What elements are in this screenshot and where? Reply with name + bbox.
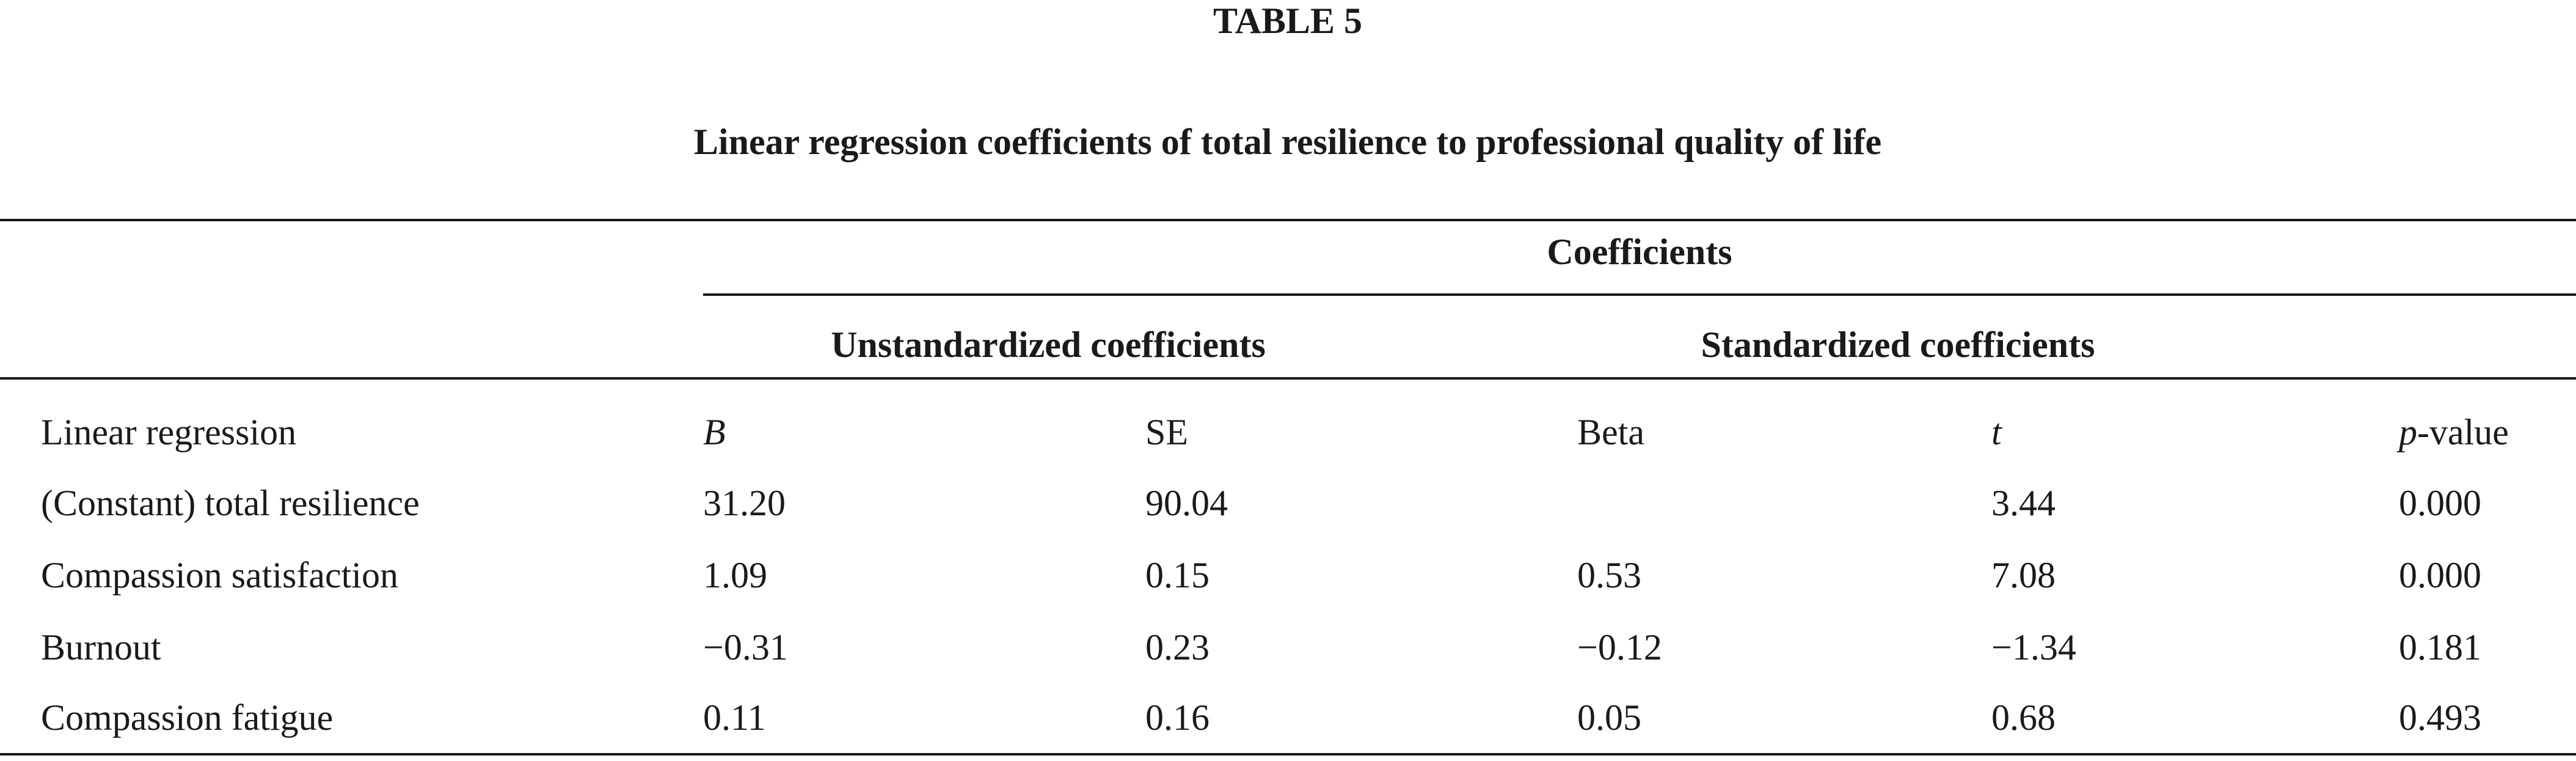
table-cell: 0.23: [1145, 627, 1210, 667]
table-title: Linear regression coefficients of total …: [694, 122, 1881, 162]
row-label: (Constant) total resilience: [41, 483, 420, 523]
table-cell: −1.34: [1991, 627, 2076, 667]
table-cell: 7.08: [1991, 555, 2056, 595]
table-cell: 0.181: [2399, 627, 2481, 667]
row-label: Burnout: [41, 627, 161, 667]
table-cell: 0.16: [1145, 697, 1210, 738]
table-cell: 1.09: [703, 555, 767, 595]
table-cell: −0.12: [1577, 627, 1662, 667]
column-header: B: [703, 412, 726, 452]
column-header: SE: [1145, 412, 1188, 452]
table-cell: 0.05: [1577, 697, 1641, 738]
sub-header: Unstandardized coefficients: [831, 325, 1266, 365]
column-header: t: [1991, 412, 2002, 452]
row-label: Compassion satisfaction: [41, 555, 398, 595]
table-cell: 90.04: [1145, 483, 1228, 523]
table-cell: 0.68: [1991, 697, 2056, 738]
column-header-italic: p: [2396, 412, 2417, 452]
column-header-italic: B: [703, 412, 726, 452]
column-header: Linear regression: [41, 412, 296, 452]
column-header-rest: -value: [2417, 412, 2509, 452]
table-cell: 0.53: [1577, 555, 1641, 595]
table-cell: 31.20: [703, 483, 786, 523]
sub-header: Standardized coefficients: [1701, 325, 2095, 365]
table-cell: 0.493: [2399, 697, 2481, 738]
table-label: TABLE 5: [1213, 1, 1362, 41]
row-label: Compassion fatigue: [41, 697, 333, 738]
column-header: p-value: [2396, 412, 2509, 452]
table-cell: 0.000: [2399, 483, 2481, 523]
column-header-italic: t: [1991, 412, 2002, 452]
table-cell: 0.11: [703, 697, 766, 738]
group-header: Coefficients: [1547, 232, 1732, 272]
table-cell: −0.31: [703, 627, 788, 667]
table-cell: 0.000: [2399, 555, 2481, 595]
table-cell: 0.15: [1145, 555, 1210, 595]
column-header: Beta: [1577, 412, 1644, 452]
table-cell: 3.44: [1991, 483, 2056, 523]
